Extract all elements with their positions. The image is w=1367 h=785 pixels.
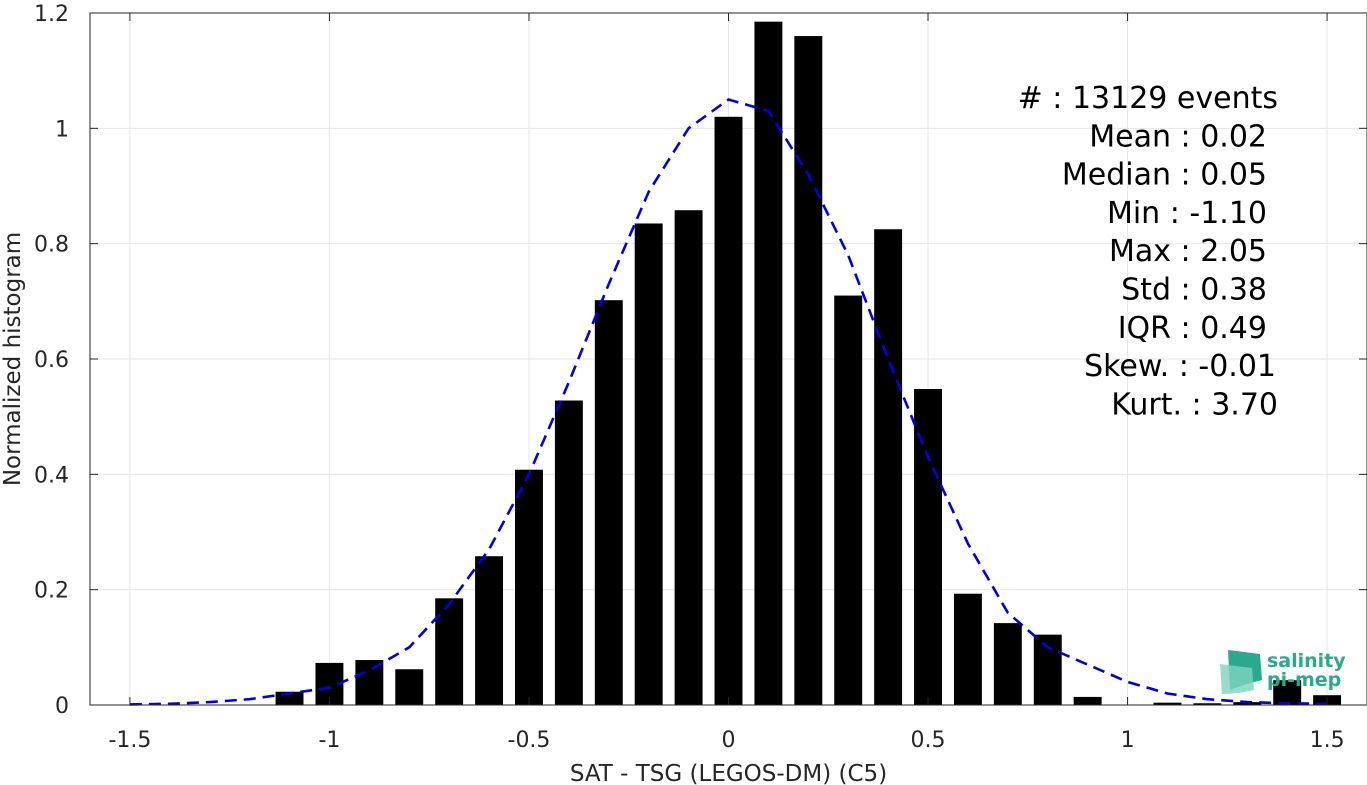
bar-11	[714, 116, 743, 706]
logo-wave-shape-light	[1220, 664, 1254, 694]
bar-14	[834, 295, 863, 705]
stat-line-3: Min : -1.10	[1107, 196, 1267, 231]
y-axis-ticks: 0 0.2 0.4 0.6 0.8 1 1.2	[34, 2, 1367, 719]
bar-19	[1033, 634, 1062, 705]
bar-2	[355, 660, 384, 705]
bar-8	[594, 300, 623, 705]
stat-line-0: # : 13129 events	[1018, 81, 1278, 116]
stat-line-1: Mean : 0.02	[1089, 119, 1267, 154]
y-tick-label-4: 0.8	[34, 233, 69, 258]
bar-10	[674, 210, 703, 705]
bar-5	[475, 556, 504, 705]
y-tick-label-2: 0.4	[34, 463, 69, 488]
bar-6	[515, 469, 543, 705]
y-tick-label-3: 0.6	[34, 348, 69, 373]
bar-12	[754, 21, 783, 705]
stat-line-4: Max : 2.05	[1109, 234, 1267, 269]
bar-series	[275, 21, 1342, 706]
salinity-pi-mep-logo: salinity pi-mep	[1220, 650, 1346, 694]
y-axis-label: Normalized histogram	[0, 232, 26, 486]
bar-9	[634, 223, 663, 705]
bar-18	[993, 623, 1022, 705]
logo-text-pi-mep: pi-mep	[1267, 669, 1341, 691]
logo-text-salinity: salinity	[1267, 650, 1346, 672]
x-tick-label-1: -1	[318, 728, 340, 753]
x-tick-label-5: 1	[1121, 728, 1135, 753]
x-tick-label-6: 1.5	[1310, 728, 1345, 753]
bar-3	[395, 669, 424, 705]
bar-17	[953, 593, 982, 705]
x-tick-label-0: -1.5	[108, 728, 151, 753]
stat-line-7: Skew. : -0.01	[1084, 349, 1276, 384]
bar-23	[1233, 702, 1262, 705]
y-tick-label-5: 1	[55, 117, 69, 142]
bar-15	[874, 229, 903, 705]
fit-curve	[129, 98, 1328, 706]
stat-line-2: Median : 0.05	[1062, 158, 1267, 193]
bar-24	[1273, 680, 1302, 705]
x-axis-label: SAT - TSG (LEGOS-DM) (C5)	[570, 761, 887, 785]
y-tick-label-6: 1.2	[34, 2, 69, 27]
x-tick-label-2: -0.5	[508, 728, 551, 753]
x-axis-ticks: -1.5 -1 -0.5 0 0.5 1 1.5	[108, 13, 1345, 753]
stat-line-5: Std : 0.38	[1121, 273, 1267, 308]
x-tick-label-4: 0.5	[911, 728, 946, 753]
y-tick-label-1: 0.2	[34, 579, 69, 604]
y-tick-label-0: 0	[55, 694, 69, 719]
bar-20	[1073, 696, 1102, 705]
stat-line-8: Kurt. : 3.70	[1111, 387, 1278, 422]
bar-16	[914, 388, 942, 705]
bar-13	[794, 36, 823, 706]
stat-line-6: IQR : 0.49	[1118, 311, 1267, 346]
bar-22	[1193, 703, 1222, 705]
bar-7	[554, 400, 583, 705]
x-tick-label-3: 0	[722, 728, 736, 753]
bar-21	[1153, 702, 1182, 705]
